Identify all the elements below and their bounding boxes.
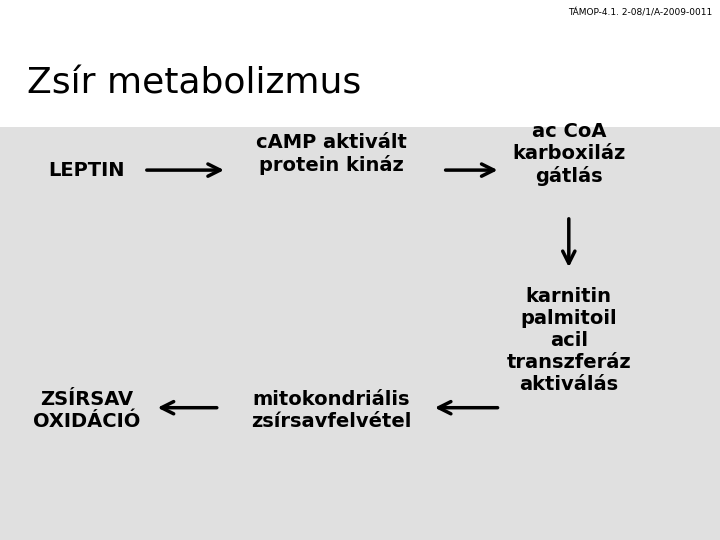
Text: mitokondriális
zsírsavfelvétel: mitokondriális zsírsavfelvétel	[251, 390, 411, 431]
Bar	[0, 0, 720, 127]
Text: cAMP aktivált
protein kináz: cAMP aktivált protein kináz	[256, 133, 407, 175]
Bar	[0, 127, 720, 540]
Text: ac CoA
karboxiláz
gátlás: ac CoA karboxiláz gátlás	[512, 122, 626, 186]
Text: LEPTIN: LEPTIN	[48, 160, 125, 180]
Text: TÁMOP-4.1. 2-08/1/A-2009-0011: TÁMOP-4.1. 2-08/1/A-2009-0011	[569, 8, 713, 17]
Text: ZSÍRSAV
OXIDÁCIÓ: ZSÍRSAV OXIDÁCIÓ	[32, 390, 140, 431]
Text: Zsír metabolizmus: Zsír metabolizmus	[27, 67, 361, 100]
Text: karnitin
palmitoil
acil
transzferáz
aktiválás: karnitin palmitoil acil transzferáz akti…	[506, 287, 631, 394]
